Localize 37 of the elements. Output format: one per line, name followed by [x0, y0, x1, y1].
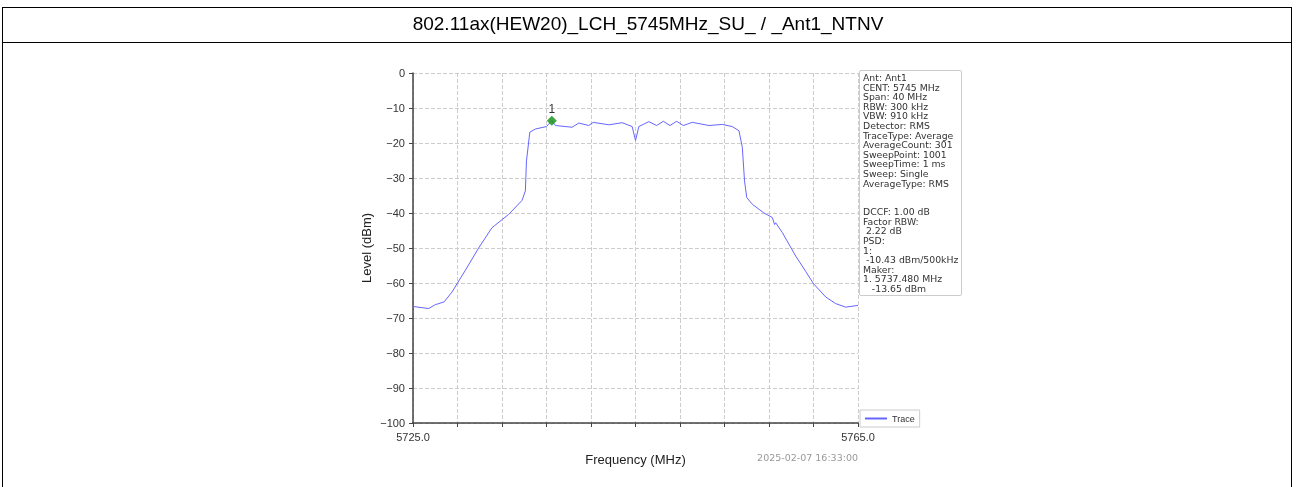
text: DCCF: 1.00 dB: [863, 206, 931, 218]
y-tick-label: −50: [386, 242, 405, 254]
text: -13.65 dBm: [870, 282, 928, 294]
y-tick-label: −10: [386, 102, 405, 114]
y-tick-label: −40: [386, 207, 405, 219]
text: Span: 40 MHz: [863, 91, 929, 103]
y-tick-label: −80: [386, 347, 405, 359]
y-axis-title: Level (dBm): [359, 212, 374, 284]
x-axis-title: Frequency (MHz): [585, 452, 686, 467]
y-tick-label: −60: [386, 277, 405, 289]
y-tick-label: −100: [380, 417, 405, 429]
y-tick-label: −70: [386, 312, 405, 324]
y-tick-label: 0: [398, 67, 405, 79]
text: AverageCount: 301: [863, 139, 954, 151]
y-tick-label: −20: [386, 137, 405, 149]
text: Ant: Ant1: [863, 72, 908, 83]
x-tick-label: 5725.0: [396, 430, 430, 443]
y-tick-label: −30: [386, 172, 405, 184]
text: 2.22 dB: [864, 225, 903, 237]
text: SweepTime: 1 ms: [863, 158, 947, 170]
legend-label: Trace: [892, 413, 915, 424]
chart-title: 802.11ax(HEW20)_LCH_5745MHz_SU_ / _Ant1_NTNV: [411, 13, 885, 35]
text: PSD:: [863, 234, 886, 246]
text: Detector: RMS: [863, 119, 931, 131]
text: TraceType: Average: [863, 129, 955, 141]
text: 2025-02-07 16:33:00: [757, 452, 858, 463]
text: 1. 5737.480 MHz: [863, 273, 944, 285]
text: Maker:: [863, 263, 896, 275]
x-tick-label: 5765.0: [841, 430, 875, 443]
text: VBW: 910 kHz: [863, 110, 930, 122]
text: Sweep: Single: [863, 167, 930, 179]
text: -10.43 dBm/500kHz: [864, 254, 959, 266]
text: Factor RBW:: [863, 215, 920, 227]
y-tick-label: −90: [386, 382, 405, 394]
text: 1:: [863, 244, 874, 256]
annotation: 1: [548, 101, 556, 116]
text: CENT: 5745 MHz: [863, 81, 941, 93]
